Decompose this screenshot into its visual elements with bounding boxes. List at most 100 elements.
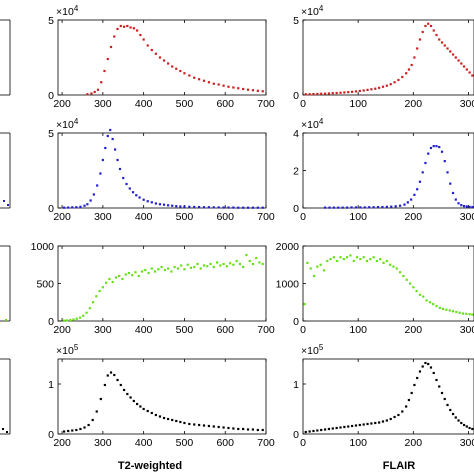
data-point — [350, 90, 354, 93]
data-point — [440, 41, 444, 44]
data-point — [322, 269, 326, 272]
data-point — [202, 424, 206, 427]
data-point — [245, 253, 248, 257]
data-point — [113, 35, 116, 38]
data-point — [413, 383, 416, 387]
x-tick-label: 200 — [53, 211, 71, 223]
data-point — [316, 429, 319, 432]
data-point — [424, 361, 427, 365]
data-point — [374, 421, 377, 425]
x-tick-label: 200 — [405, 324, 423, 336]
data-point — [376, 205, 380, 209]
data-point — [124, 273, 127, 276]
chart-panel-1-t2: 200 300 400 500 600 700 0 5×104 — [48, 117, 275, 223]
data-point — [183, 421, 186, 425]
data-point — [111, 137, 114, 141]
data-point — [217, 83, 220, 86]
data-point — [343, 91, 346, 94]
column-label-t2: T2-weighted — [118, 460, 182, 472]
data-point — [127, 271, 131, 275]
data-point — [385, 205, 388, 208]
data-point — [416, 376, 419, 380]
data-point — [336, 259, 339, 263]
data-point — [179, 69, 182, 73]
data-point — [415, 289, 418, 293]
data-point — [323, 92, 327, 95]
axes-frame — [302, 132, 474, 209]
data-point — [304, 93, 307, 96]
x-tick-label: 700 — [257, 324, 275, 336]
axes-frame — [57, 358, 267, 435]
data-point — [468, 313, 471, 316]
data-point — [86, 93, 89, 96]
data-point — [88, 307, 91, 310]
data-point — [207, 424, 211, 428]
x-tick-label: 0 — [300, 324, 306, 336]
data-point — [146, 200, 149, 203]
data-point — [101, 286, 104, 289]
data-point — [89, 199, 92, 202]
axes-frame — [57, 132, 267, 209]
data-point — [421, 30, 424, 34]
data-point — [460, 204, 463, 207]
data-point — [460, 62, 463, 65]
chart-panel-3-t2: 200 300 400 500 600 700 0 1 ×105 — [48, 343, 275, 449]
data-point — [193, 265, 196, 269]
data-point — [171, 65, 174, 68]
data-point — [418, 293, 422, 296]
data-point — [87, 423, 90, 427]
data-point — [402, 274, 405, 278]
y-tick-label: 5 — [48, 128, 54, 140]
chart-panels: 20030040050060070005×104010020030005×104… — [31, 4, 474, 449]
data-point — [320, 428, 323, 432]
data-point — [432, 145, 435, 148]
data-point — [327, 92, 331, 95]
data-point — [170, 270, 173, 273]
axes-frame — [302, 245, 474, 322]
data-point — [157, 268, 160, 271]
data-point — [202, 206, 206, 209]
data-point — [154, 202, 157, 205]
x-tick-label: 200 — [53, 437, 71, 449]
data-point — [443, 397, 446, 401]
x-tick-label: 0 — [300, 211, 306, 223]
data-point — [413, 193, 416, 196]
y-tick-label: 0 — [48, 316, 54, 328]
data-point — [410, 198, 413, 201]
data-point — [397, 413, 400, 417]
data-point — [449, 182, 452, 185]
data-point — [142, 38, 145, 41]
x-tick-label: 200 — [405, 211, 423, 223]
data-point — [329, 258, 332, 261]
data-point — [468, 205, 471, 208]
data-point — [331, 92, 334, 95]
data-point — [354, 206, 358, 209]
data-point — [261, 206, 264, 209]
data-point — [443, 160, 446, 163]
data-point — [125, 182, 128, 186]
data-point — [381, 85, 385, 88]
data-point — [462, 65, 466, 68]
data-point — [385, 84, 388, 87]
data-point — [183, 72, 186, 75]
data-point — [175, 419, 178, 423]
data-point — [116, 27, 119, 31]
data-point — [150, 48, 153, 52]
data-point — [424, 161, 427, 165]
data-point — [167, 267, 170, 270]
data-point — [359, 258, 362, 261]
data-point — [401, 410, 404, 413]
data-point — [366, 422, 369, 426]
data-point — [63, 206, 66, 209]
data-point — [398, 204, 402, 207]
data-point — [425, 299, 428, 302]
x-tick-label: 700 — [257, 98, 275, 110]
x-tick-label: 200 — [53, 98, 71, 110]
data-point — [352, 259, 355, 263]
data-point — [227, 206, 230, 209]
axes-frame — [57, 19, 267, 96]
data-point — [126, 24, 129, 28]
data-point — [362, 256, 365, 259]
x-tick-label: 200 — [405, 98, 423, 110]
y-tick-label: 1 — [293, 379, 299, 391]
